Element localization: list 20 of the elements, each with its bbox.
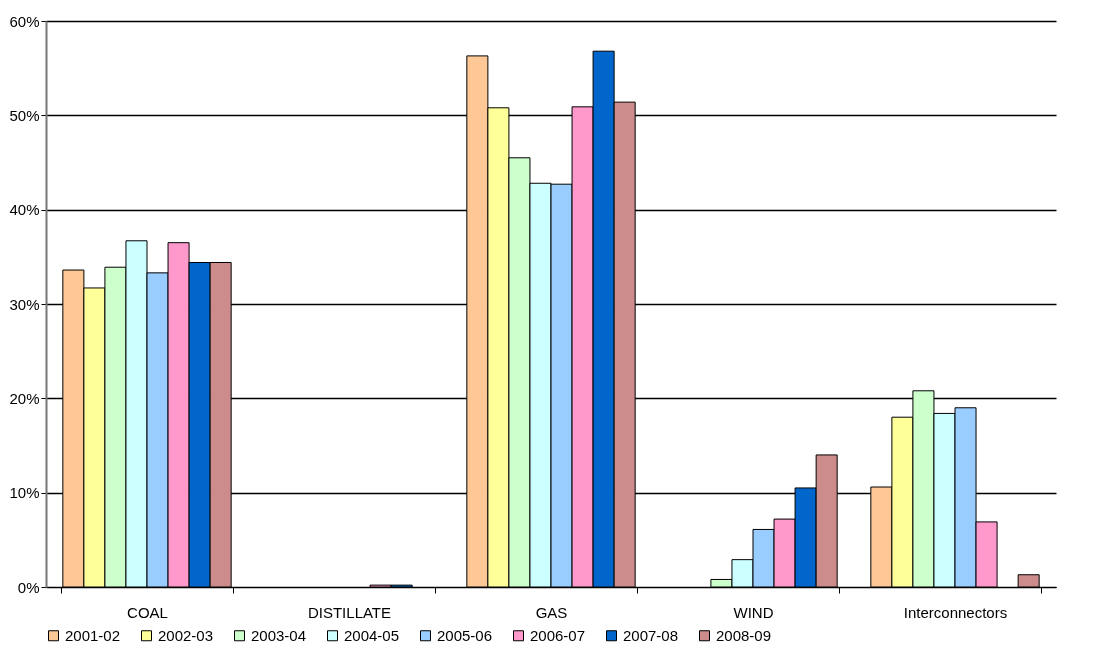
y-tick-label: 30%	[9, 295, 40, 313]
legend-label: 2006-07	[530, 626, 586, 644]
y-tick-label: 10%	[9, 484, 40, 502]
y-tick-label: 40%	[9, 201, 40, 219]
y-tick-label: 20%	[9, 389, 40, 407]
x-tick-label: GAS	[535, 603, 568, 621]
legend-label: 2001-02	[65, 626, 121, 644]
legend-label: 2007-08	[623, 626, 679, 644]
x-tick-label: Interconnectors	[903, 603, 1008, 621]
y-tick-label: 60%	[9, 12, 40, 30]
x-tick-label: COAL	[127, 603, 168, 621]
x-tick-label: WIND	[733, 603, 774, 621]
legend-label: 2005-06	[437, 626, 493, 644]
legend-label: 2004-05	[344, 626, 400, 644]
legend-label: 2002-03	[158, 626, 214, 644]
legend-label: 2008-09	[716, 626, 772, 644]
legend-label: 2003-04	[251, 626, 307, 644]
x-tick-label: DISTILLATE	[307, 603, 392, 621]
y-tick-label: 0%	[17, 578, 40, 596]
y-tick-label: 50%	[9, 106, 40, 124]
